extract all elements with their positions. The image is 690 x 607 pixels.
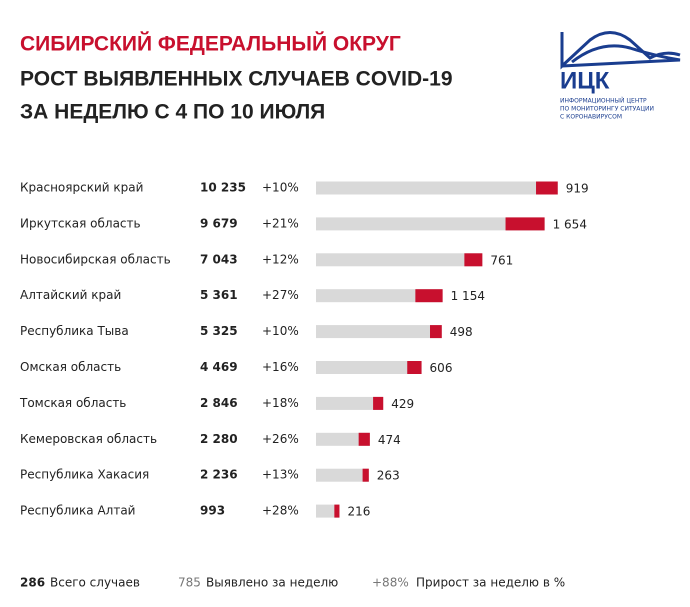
- total-label: 10 235: [200, 181, 246, 195]
- logo-line: С КОРОНАВИРУСОМ: [560, 114, 622, 121]
- bar-weekly: [334, 504, 340, 518]
- region-label: Республика Хакасия: [20, 468, 149, 482]
- legend-label: Всего случаев: [50, 576, 140, 590]
- total-label: 2 846: [200, 396, 238, 410]
- weekly-label: 1 154: [451, 289, 485, 303]
- region-label: Республика Тыва: [20, 324, 129, 338]
- bar-total: [316, 181, 558, 195]
- region-label: Омская область: [20, 360, 121, 374]
- total-label: 2 280: [200, 432, 238, 446]
- weekly-label: 429: [391, 397, 414, 411]
- growth-label: +18%: [262, 396, 299, 410]
- total-label: 2 236: [200, 468, 238, 482]
- bar-weekly: [464, 253, 483, 267]
- bar-total: [316, 504, 340, 518]
- region-label: Красноярский край: [20, 181, 143, 195]
- title-line: ЗА НЕДЕЛЮ С 4 ПО 10 ИЮЛЯ: [20, 101, 325, 124]
- legend-label: Прирост за неделю в %: [416, 576, 565, 590]
- logo: ИЦК ИНФОРМАЦИОННЫЙ ЦЕНТР ПО МОНИТОРИНГУ …: [560, 31, 681, 121]
- total-label: 9 679: [200, 216, 238, 230]
- growth-label: +10%: [262, 324, 299, 338]
- bar-total: [316, 253, 483, 267]
- bar-weekly: [505, 217, 545, 231]
- total-label: 7 043: [200, 252, 238, 266]
- region-label: Республика Алтай: [20, 504, 135, 518]
- bar-total: [316, 468, 369, 482]
- legend: 286 Всего случаев 785 Выявлено за неделю…: [20, 576, 565, 590]
- bar-weekly: [430, 325, 442, 339]
- legend-sample: 286: [20, 576, 45, 590]
- bar-weekly: [407, 361, 422, 374]
- growth-label: +16%: [262, 360, 299, 374]
- logo-name: ИЦК: [560, 67, 610, 94]
- bar-total: [316, 217, 545, 231]
- region-label: Томская область: [19, 396, 126, 410]
- weekly-label: 216: [347, 505, 370, 519]
- weekly-label: 263: [377, 469, 400, 483]
- bar-weekly: [362, 468, 369, 482]
- title-line: РОСТ ВЫЯВЛЕННЫХ СЛУЧАЕВ COVID-19: [20, 68, 453, 91]
- region-label: Иркутская область: [20, 216, 141, 230]
- growth-label: +13%: [262, 468, 299, 482]
- growth-label: +27%: [262, 288, 299, 302]
- bar-total: [316, 432, 370, 446]
- total-label: 993: [200, 504, 225, 518]
- bar-total: [316, 396, 384, 410]
- region-label: Кемеровская область: [20, 432, 157, 446]
- weekly-label: 761: [490, 253, 513, 267]
- bar-total: [316, 361, 422, 374]
- weekly-label: 919: [566, 182, 589, 196]
- region-label: Новосибирская область: [20, 252, 171, 266]
- bar-weekly: [536, 181, 558, 195]
- legend-sample: +88%: [372, 576, 409, 590]
- growth-label: +12%: [262, 252, 299, 266]
- legend-sample: 785: [178, 576, 201, 590]
- region-label: Алтайский край: [20, 288, 121, 302]
- total-label: 4 469: [200, 360, 238, 374]
- logo-line: ПО МОНИТОРИНГУ СИТУАЦИИ: [560, 106, 654, 113]
- total-label: 5 361: [200, 288, 238, 302]
- weekly-label: 474: [378, 433, 401, 447]
- bar-weekly: [358, 432, 370, 446]
- bar-total: [316, 289, 443, 303]
- growth-label: +28%: [262, 504, 299, 518]
- weekly-label: 498: [450, 325, 473, 339]
- legend-label: Выявлено за неделю: [206, 576, 338, 590]
- bar-weekly: [415, 289, 443, 303]
- growth-label: +21%: [262, 216, 299, 230]
- weekly-label: 1 654: [553, 217, 587, 231]
- weekly-label: 606: [430, 361, 453, 375]
- growth-label: +10%: [262, 181, 299, 195]
- logo-shape: [560, 31, 681, 70]
- growth-label: +26%: [262, 432, 299, 446]
- title-line: СИБИРСКИЙ ФЕДЕРАЛЬНЫЙ ОКРУГ: [20, 32, 401, 56]
- logo-line: ИНФОРМАЦИОННЫЙ ЦЕНТР: [560, 98, 647, 105]
- bar-weekly: [373, 396, 384, 410]
- bar-total: [316, 325, 442, 339]
- total-label: 5 325: [200, 324, 238, 338]
